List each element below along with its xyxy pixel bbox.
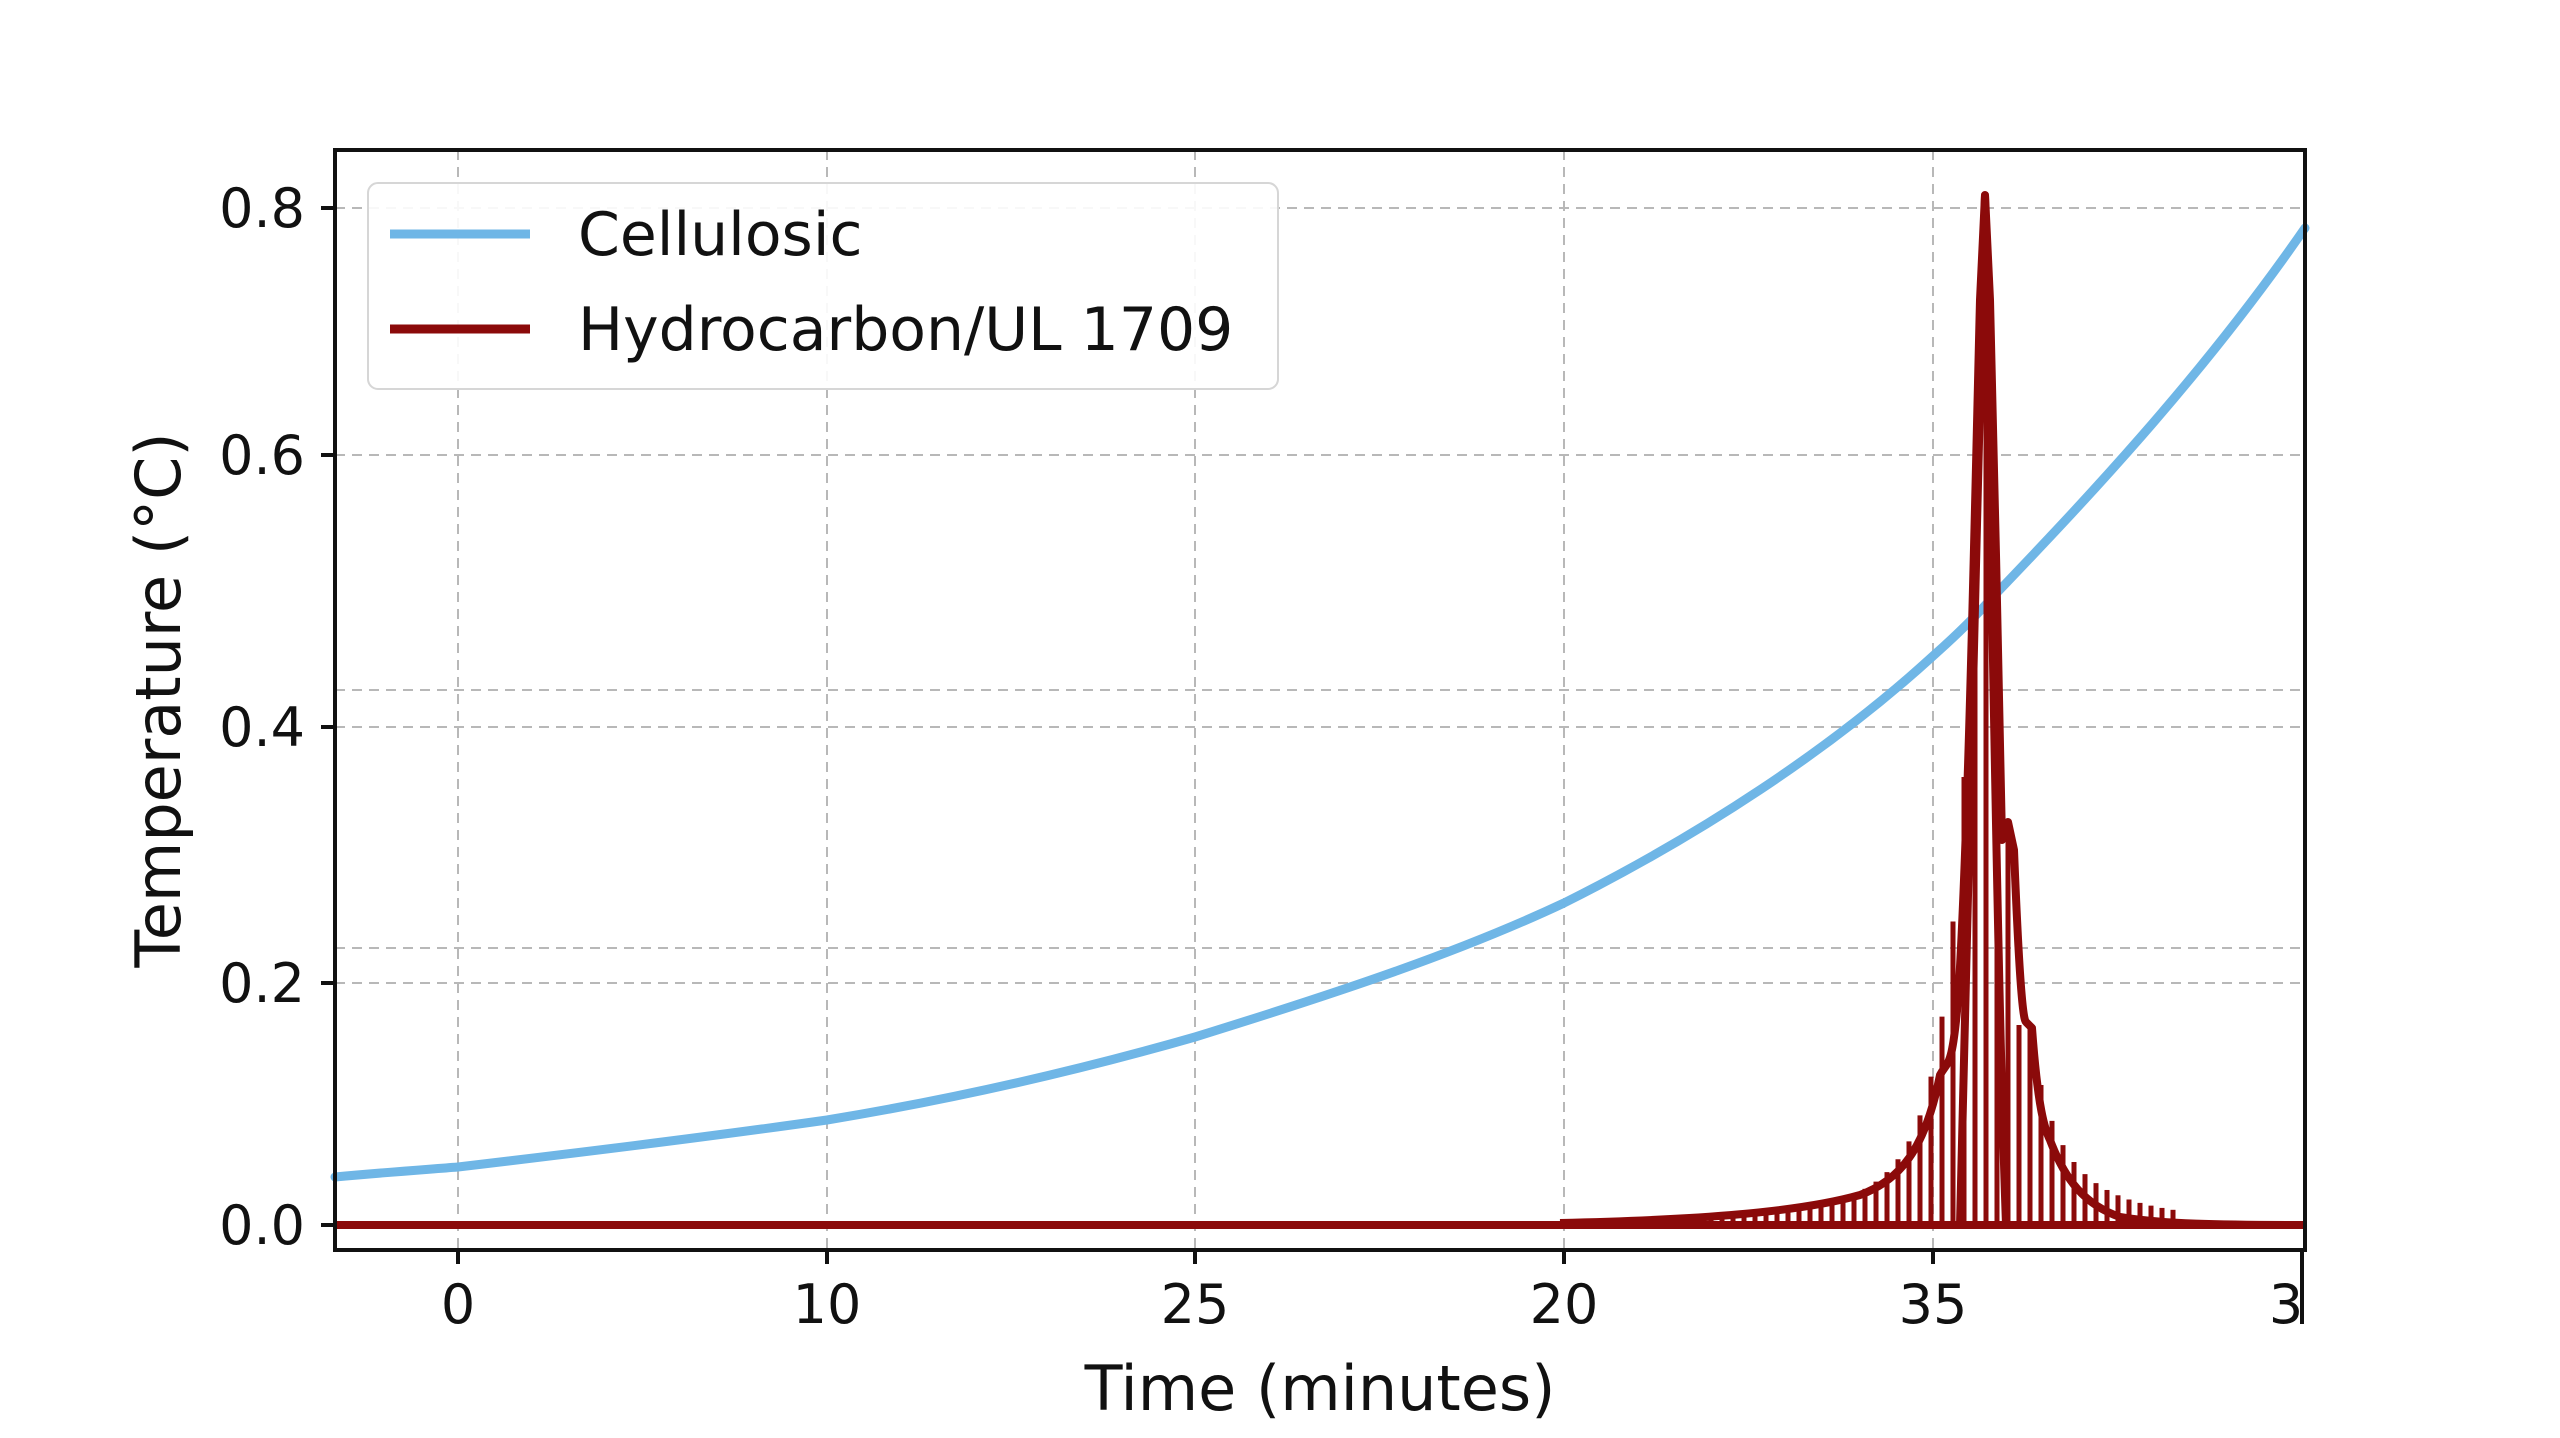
x-gridlines — [457, 150, 1934, 1250]
x-tick-label: 25 — [1161, 1273, 1230, 1336]
legend-label-hydrocarbon: Hydrocarbon/UL 1709 — [578, 295, 1233, 365]
y-axis-title: Temperature (°C) — [122, 432, 195, 968]
y-tick-marks — [321, 206, 335, 1227]
legend: Cellulosic Hydrocarbon/UL 1709 — [367, 182, 1279, 390]
x-tick-label: 3 — [2269, 1273, 2303, 1336]
y-tick-label: 0.6 — [219, 424, 305, 487]
x-tick-label: 0 — [441, 1273, 475, 1336]
axes-frame — [333, 148, 2307, 1252]
y-tick-label: 0.2 — [219, 952, 305, 1015]
x-tick-label: 35 — [1899, 1273, 1968, 1336]
legend-label-cellulosic: Cellulosic — [578, 200, 862, 270]
series-hydrocarbon-envelope — [1559, 191, 2306, 1229]
label-clip — [2304, 1270, 2364, 1340]
x-axis-title: Time (minutes) — [1084, 1352, 1556, 1425]
y-tick-label: 0.4 — [219, 696, 305, 759]
series-hydrocarbon-inner-peak — [1956, 194, 2010, 1226]
legend-box — [367, 182, 1279, 390]
x-tick-label: 10 — [793, 1273, 862, 1336]
y-tick-label: 0.0 — [219, 1194, 305, 1257]
y-tick-label: 0.8 — [219, 177, 305, 240]
x-tick-marks — [456, 1250, 2304, 1324]
x-tick-label: 20 — [1530, 1273, 1599, 1336]
